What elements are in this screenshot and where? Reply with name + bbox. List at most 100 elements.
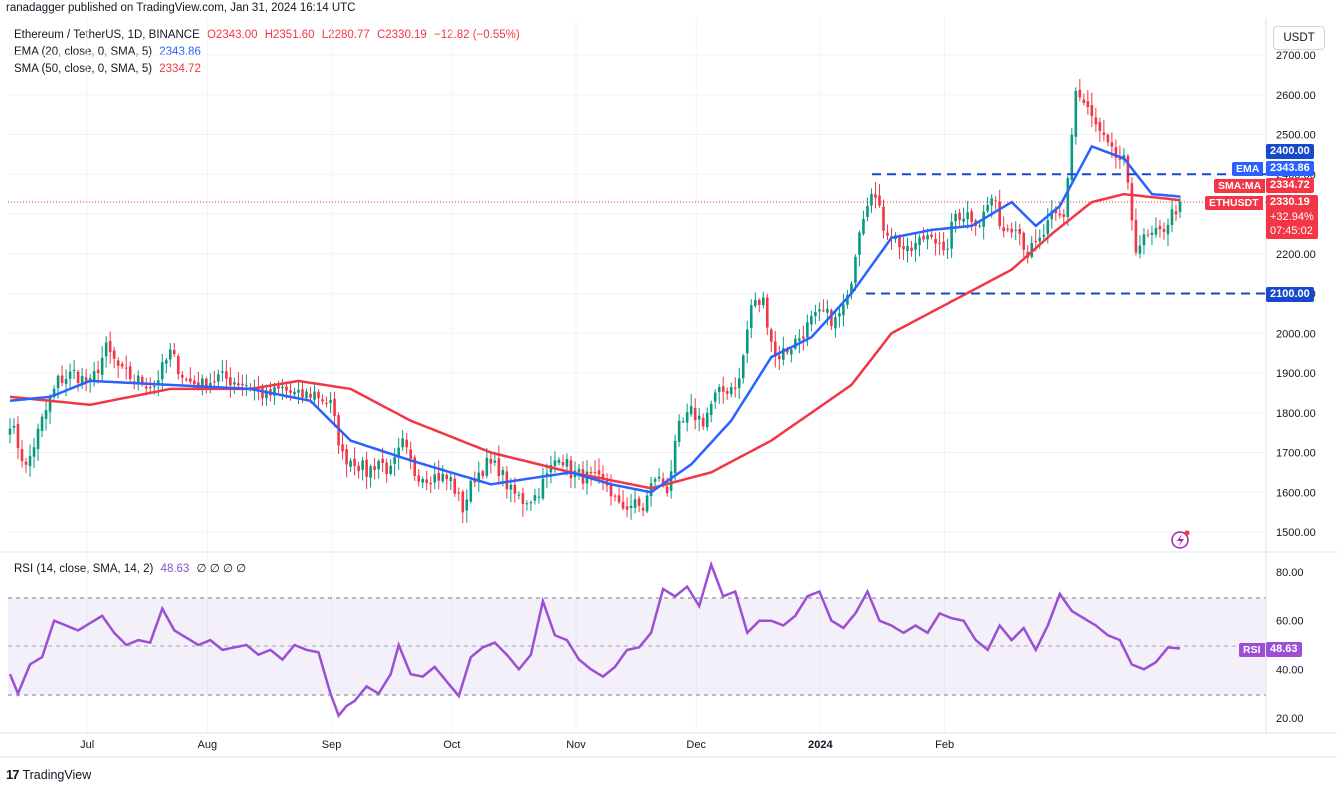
- candle-body: [753, 300, 757, 306]
- candle-body: [136, 375, 140, 384]
- time-tick-label: Aug: [198, 739, 218, 751]
- candle-body: [20, 448, 24, 462]
- candle-body: [385, 462, 388, 475]
- candle-body: [501, 469, 505, 475]
- candle-body: [1162, 229, 1166, 232]
- candle-body: [942, 241, 945, 251]
- price-tick-label: 2600.00: [1276, 90, 1316, 102]
- ema-legend[interactable]: EMA (20, close, 0, SMA, 5) 2343.86: [14, 46, 205, 58]
- sma-legend[interactable]: SMA (50, close, 0, SMA, 5) 2334.72: [14, 63, 205, 75]
- candle-body: [685, 412, 689, 423]
- candle-body: [1058, 213, 1062, 216]
- candle-body: [573, 470, 577, 478]
- candle-body: [317, 391, 320, 399]
- rsi-tick-label: 20.00: [1276, 713, 1304, 725]
- candle-body: [445, 474, 449, 480]
- candle-body: [144, 386, 148, 389]
- candle-body: [605, 480, 609, 486]
- candle-body: [1178, 201, 1182, 213]
- candle-body: [413, 457, 416, 476]
- candle-body: [713, 392, 717, 402]
- sma50-line: [9, 192, 1181, 490]
- candle-body: [629, 505, 633, 508]
- footer-brand: TradingView: [22, 767, 92, 782]
- flash-icon[interactable]: [1171, 530, 1190, 549]
- candle-body: [1034, 240, 1038, 242]
- candle-body: [1090, 105, 1094, 116]
- candle-body: [834, 317, 837, 329]
- candle-body: [637, 498, 641, 506]
- candle-body: [1062, 214, 1066, 217]
- candle-body: [357, 465, 360, 472]
- candle-body: [798, 338, 801, 341]
- candle-body: [429, 482, 433, 485]
- candle-body: [40, 416, 44, 431]
- candle-body: [810, 316, 813, 325]
- candle-body: [265, 390, 268, 399]
- candle-body: [209, 383, 212, 389]
- candle-body: [1170, 209, 1174, 226]
- candle-body: [898, 236, 901, 248]
- candle-body: [1078, 89, 1082, 98]
- candle-body: [393, 456, 396, 464]
- candle-body: [441, 473, 445, 482]
- candle-body: [505, 471, 509, 490]
- candle-body: [625, 506, 629, 510]
- candle-body: [345, 449, 348, 465]
- time-tick-label: Jul: [80, 739, 94, 751]
- candle-body: [361, 460, 364, 470]
- tradingview-logo[interactable]: 17 TradingView: [6, 767, 91, 782]
- candle-body: [305, 391, 308, 398]
- candle-body: [677, 420, 681, 442]
- candle-body: [645, 495, 649, 512]
- candle-body: [108, 341, 112, 353]
- sma-legend-label: SMA (50, close, 0, SMA, 5): [14, 63, 153, 75]
- candle-body: [353, 458, 356, 466]
- candle-body: [974, 220, 977, 227]
- time-tick-label: Oct: [443, 739, 460, 751]
- candle-body: [481, 471, 485, 477]
- candle-body: [325, 402, 328, 404]
- candle-body: [253, 387, 256, 390]
- candle-body: [525, 503, 529, 505]
- candle-body: [609, 484, 613, 497]
- rsi-legend[interactable]: RSI (14, close, SMA, 14, 2) 48.63 ∅ ∅ ∅ …: [14, 561, 250, 575]
- candle-body: [329, 400, 332, 404]
- rsi-band-fill: [8, 598, 1266, 695]
- candle-body: [333, 398, 336, 417]
- candle-body: [633, 499, 637, 508]
- candle-body: [301, 389, 304, 398]
- ema-legend-value: 2343.86: [159, 46, 201, 58]
- candle-body: [92, 371, 96, 381]
- candle-body: [1026, 251, 1030, 258]
- candle-body: [978, 225, 981, 227]
- candle-body: [473, 478, 477, 483]
- candle-body: [842, 304, 845, 316]
- candle-body: [966, 212, 969, 220]
- candle-body: [68, 371, 72, 379]
- rsi-legend-value: 48.63: [160, 563, 190, 575]
- candle-body: [725, 390, 729, 394]
- candle-body: [124, 367, 128, 369]
- candle-body: [866, 206, 869, 218]
- sma-price-label: 2334.72: [1266, 178, 1314, 193]
- candle-body: [1038, 237, 1042, 242]
- candle-body: [1134, 220, 1138, 253]
- candle-body: [185, 379, 188, 381]
- candle-body: [44, 410, 48, 419]
- level-2400-label: 2400.00: [1266, 144, 1314, 159]
- last-price-box: 2330.19 +32.94% 07:45:02: [1266, 195, 1318, 239]
- candle-body: [1022, 232, 1026, 250]
- candle-body: [549, 464, 553, 473]
- candle-body: [870, 193, 873, 206]
- symbol-name[interactable]: Ethereum / TetherUS, 1D, BINANCE: [14, 29, 200, 41]
- candle-body: [541, 478, 545, 499]
- candle-body: [741, 355, 745, 379]
- candle-body: [790, 349, 793, 355]
- ema-tag: EMA: [1232, 162, 1264, 176]
- candle-body: [465, 499, 469, 511]
- candle-body: [1014, 229, 1018, 231]
- ohlc-high: H2351.60: [264, 29, 315, 41]
- currency-unit-button[interactable]: USDT: [1273, 26, 1325, 50]
